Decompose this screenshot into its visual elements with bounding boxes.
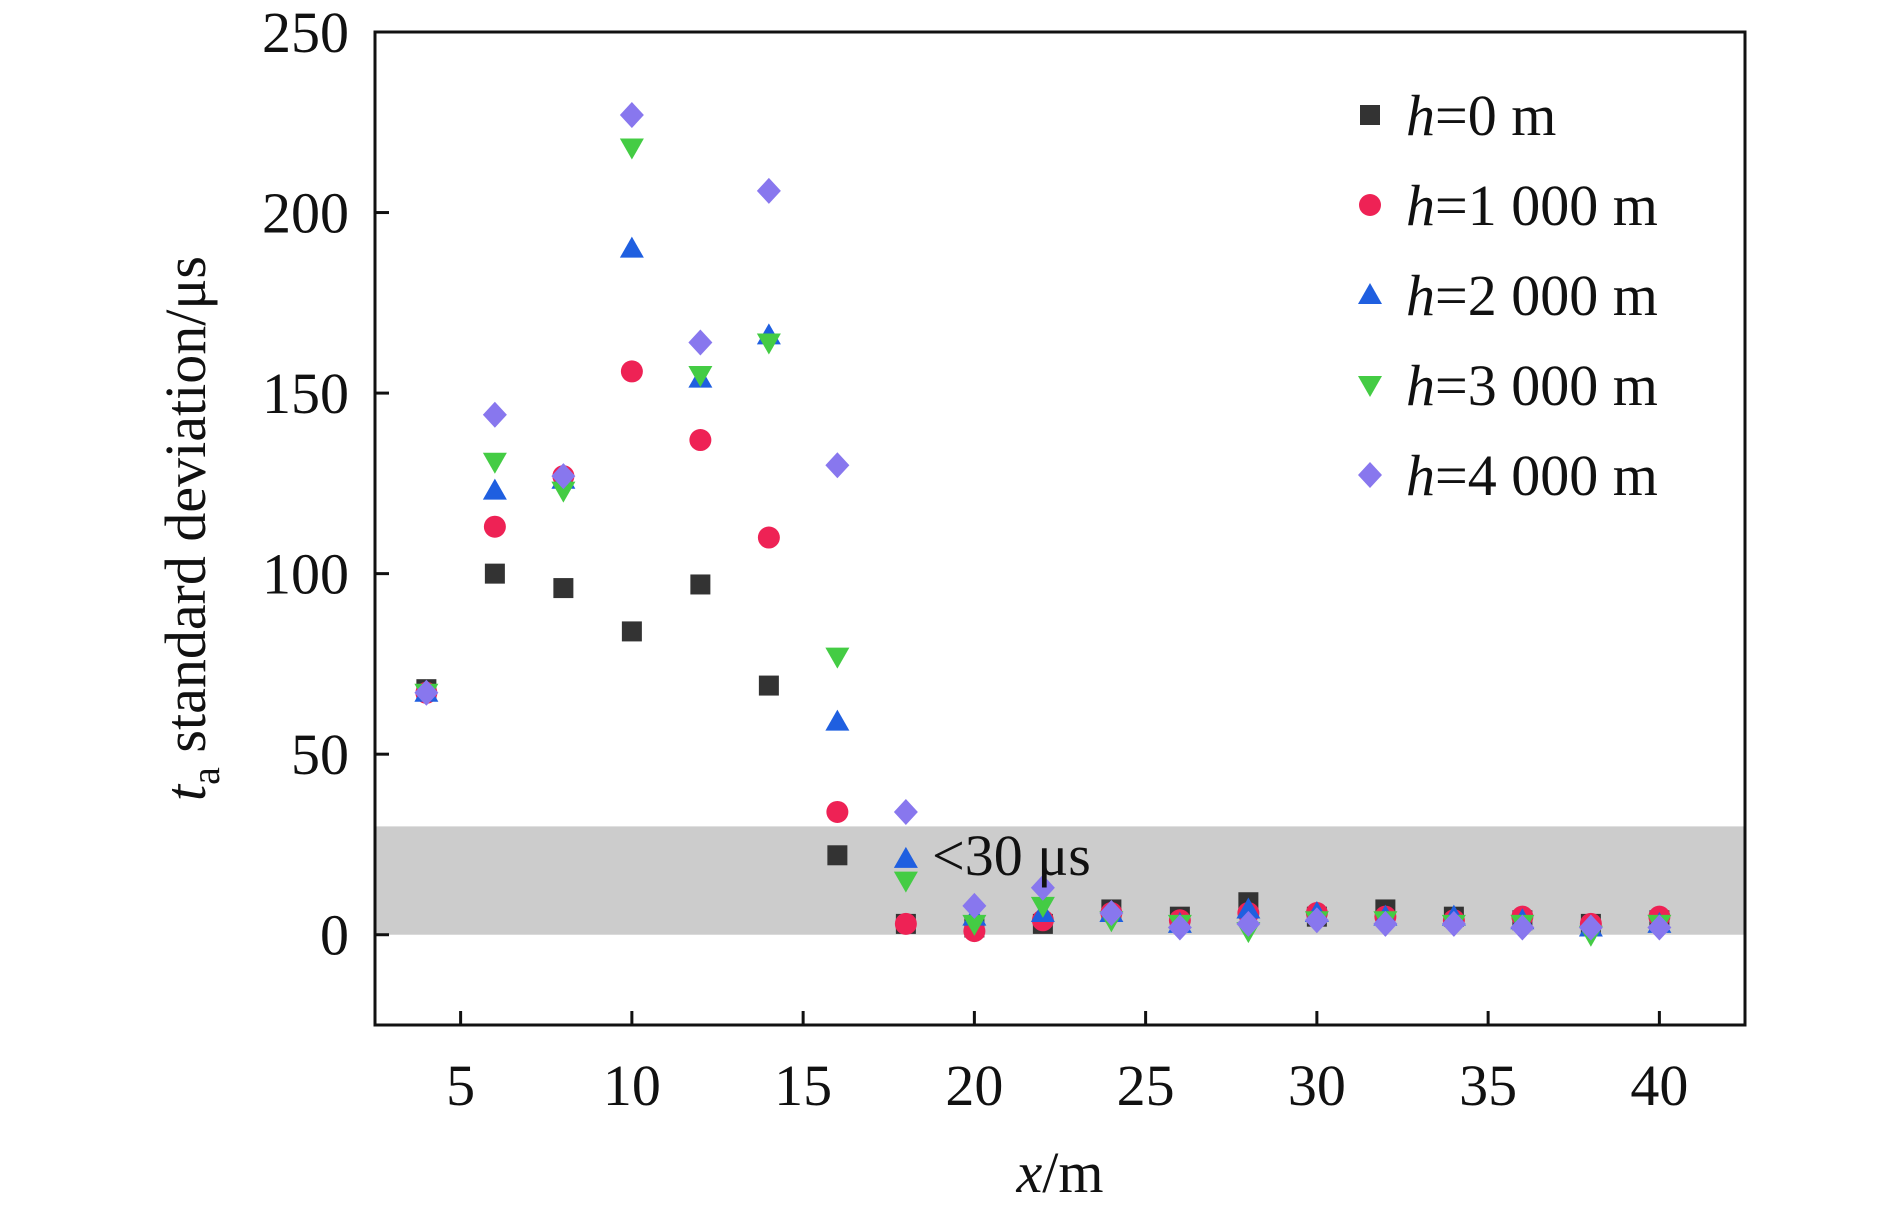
data-point bbox=[551, 481, 576, 503]
data-point bbox=[483, 515, 506, 538]
data-point bbox=[414, 679, 439, 706]
data-point bbox=[690, 574, 711, 595]
data-point bbox=[893, 798, 918, 825]
data-point bbox=[756, 177, 781, 204]
data-point bbox=[619, 102, 644, 129]
legend-marker bbox=[1360, 105, 1380, 125]
data-point bbox=[893, 846, 918, 868]
y-axis-title: ta standard deviation/μs bbox=[153, 256, 228, 801]
y-tick-label: 0 bbox=[320, 903, 349, 968]
legend-item: h=3 000 m bbox=[1358, 353, 1658, 418]
legend-item: h=1 000 m bbox=[1359, 173, 1658, 238]
legend-label: h=2 000 m bbox=[1406, 263, 1658, 328]
data-point bbox=[482, 478, 507, 500]
data-point bbox=[1441, 910, 1466, 937]
data-point bbox=[758, 675, 779, 696]
x-axis-var: x bbox=[1016, 1140, 1043, 1205]
data-point bbox=[893, 871, 918, 893]
data-point bbox=[482, 452, 507, 474]
data-point bbox=[551, 463, 576, 490]
data-point bbox=[688, 329, 713, 356]
plot-frame bbox=[373, 30, 1747, 1027]
data-point bbox=[1030, 896, 1055, 918]
data-point bbox=[1373, 910, 1398, 937]
x-tick-label: 25 bbox=[1117, 1053, 1175, 1118]
data-point bbox=[894, 912, 917, 935]
legend-label: h=4 000 m bbox=[1406, 443, 1658, 508]
y-tick-label: 200 bbox=[262, 181, 349, 246]
legend-label: h=1 000 m bbox=[1406, 173, 1658, 238]
x-tick-label: 15 bbox=[774, 1053, 832, 1118]
data-point bbox=[1030, 874, 1055, 901]
data-point bbox=[1236, 910, 1261, 937]
data-point bbox=[825, 452, 850, 479]
series-4 bbox=[414, 102, 1672, 941]
legend-label: h=3 000 m bbox=[1406, 353, 1658, 418]
y-tick-label: 250 bbox=[262, 0, 349, 65]
x-tick-label: 30 bbox=[1288, 1053, 1346, 1118]
y-axis-var: t bbox=[153, 783, 218, 801]
data-point bbox=[962, 892, 987, 919]
legend-marker bbox=[1359, 194, 1381, 216]
x-axis-title: x/m bbox=[1016, 1140, 1104, 1205]
data-point bbox=[619, 236, 644, 258]
data-point bbox=[825, 709, 850, 731]
points-layer bbox=[414, 102, 1672, 947]
data-point bbox=[1236, 897, 1261, 919]
data-point bbox=[1510, 914, 1535, 941]
data-point bbox=[756, 333, 781, 355]
x-tick-label: 40 bbox=[1630, 1053, 1688, 1118]
legend-marker bbox=[1358, 462, 1382, 488]
y-tick-label: 50 bbox=[291, 722, 349, 787]
legend: h=0 m h=1 000 m h=2 000 m h=3 000 m h=4 000 … bbox=[1358, 83, 1658, 508]
legend-item: h=2 000 m bbox=[1358, 263, 1658, 328]
data-point bbox=[827, 845, 848, 866]
data-point bbox=[621, 621, 642, 642]
data-point bbox=[482, 401, 507, 428]
legend-label: h=0 m bbox=[1406, 83, 1556, 148]
data-point bbox=[1099, 900, 1124, 927]
x-tick-label: 35 bbox=[1459, 1053, 1517, 1118]
legend-marker bbox=[1358, 376, 1382, 397]
x-tick-label: 10 bbox=[603, 1053, 661, 1118]
data-point bbox=[825, 647, 850, 669]
data-point bbox=[1647, 914, 1672, 941]
data-point bbox=[619, 138, 644, 160]
data-point bbox=[553, 578, 574, 599]
data-point bbox=[1304, 907, 1329, 934]
data-point bbox=[757, 526, 780, 549]
data-point bbox=[826, 800, 849, 823]
legend-item: h=0 m bbox=[1360, 83, 1556, 148]
data-point bbox=[689, 429, 712, 452]
x-axis-unit: /m bbox=[1042, 1140, 1103, 1205]
y-axis-rest: standard deviation/μs bbox=[153, 256, 218, 767]
y-tick-label: 150 bbox=[262, 361, 349, 426]
data-point bbox=[962, 914, 987, 936]
data-point bbox=[620, 360, 643, 383]
data-point bbox=[1578, 914, 1603, 941]
band-annotation: <30 μs bbox=[932, 823, 1091, 888]
data-point bbox=[1167, 914, 1192, 941]
data-point bbox=[688, 366, 713, 388]
y-axis-subscript: a bbox=[183, 767, 228, 785]
data-point bbox=[484, 563, 505, 584]
legend-marker bbox=[1358, 283, 1382, 304]
ticks-layer bbox=[375, 30, 1661, 1025]
x-tick-label: 20 bbox=[945, 1053, 1003, 1118]
legend-item: h=4 000 m bbox=[1358, 443, 1658, 508]
y-tick-label: 100 bbox=[262, 542, 349, 607]
tick-labels-layer: 5 10 15 20 25 30 35 40 0 50 100 150 200 250 bbox=[262, 0, 1688, 1118]
x-tick-label: 5 bbox=[446, 1053, 475, 1118]
